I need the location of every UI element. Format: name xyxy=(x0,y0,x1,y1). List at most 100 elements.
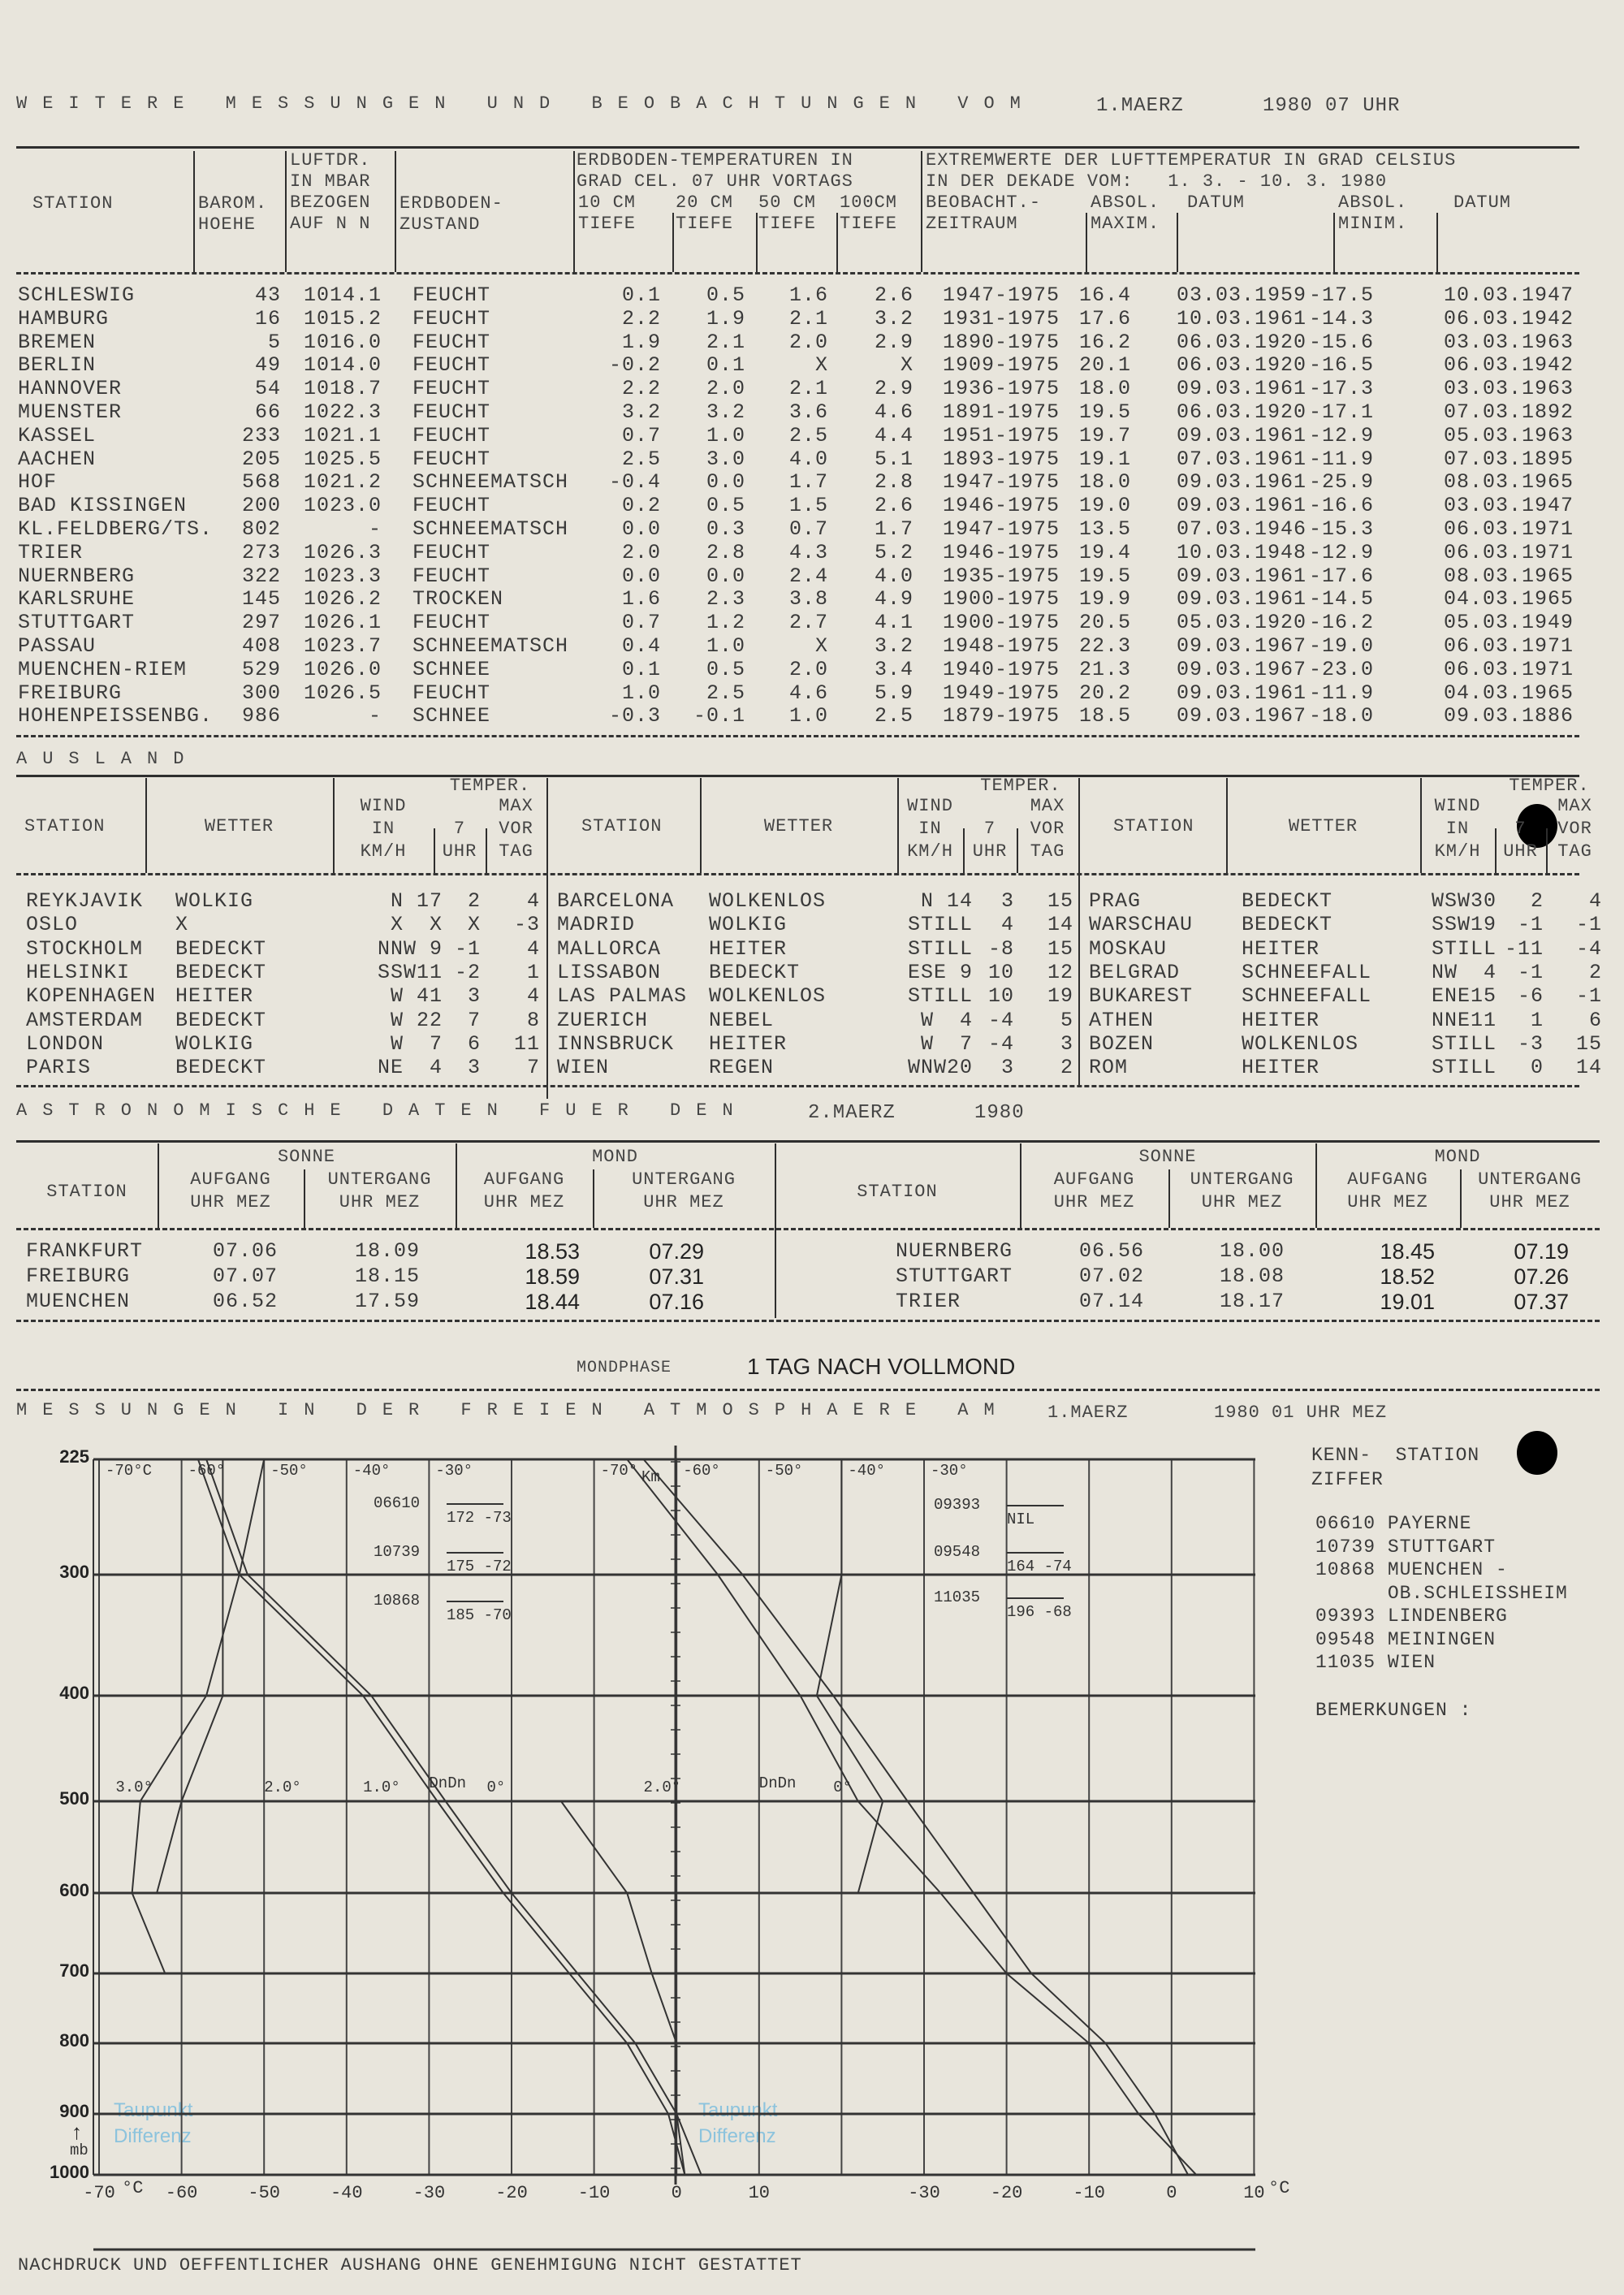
header-sonne: SONNE xyxy=(1138,1147,1197,1167)
table-cell: ESE 9 xyxy=(907,960,973,984)
header-7uhr: 7 xyxy=(1514,819,1527,839)
legend-station: OB.SCHLEISSHEIM xyxy=(1315,1582,1568,1604)
table-cell: 18.09 xyxy=(354,1239,420,1263)
table-cell: HEITER xyxy=(175,984,254,1009)
table-cell: W 7 xyxy=(390,1031,443,1056)
table-cell: 10.03.1948 xyxy=(1177,540,1307,564)
table-cell: WSW30 xyxy=(1431,889,1497,913)
table-cell: 322 xyxy=(241,564,281,588)
table-cell: -1 xyxy=(1517,960,1544,984)
station-name: NUERNBERG xyxy=(18,564,136,588)
top-temperature-label: -50° xyxy=(765,1462,803,1480)
column-divider xyxy=(1020,1143,1021,1228)
station-name: WIEN xyxy=(557,1056,610,1080)
header-zustand: ZUSTAND xyxy=(400,214,481,235)
group-divider xyxy=(546,778,548,1099)
header-mond: MOND xyxy=(592,1147,638,1167)
table-cell: 09.03.1961 xyxy=(1177,423,1307,447)
header-aufgang: AUFGANG xyxy=(190,1169,271,1190)
table-cell: SCHNEEFALL xyxy=(1242,984,1372,1009)
table-cell: 0.0 xyxy=(621,517,661,541)
station-name: BERLIN xyxy=(18,353,97,378)
table-cell: 4 xyxy=(1000,913,1014,937)
table-cell: STILL xyxy=(907,984,973,1009)
station-name: MUENCHEN xyxy=(26,1290,131,1313)
table-cell: 11 xyxy=(513,1031,540,1056)
punch-hole xyxy=(1517,804,1557,848)
table-cell: TROCKEN xyxy=(412,587,504,612)
dewpoint-difference-label: 1.0° xyxy=(363,1779,400,1796)
table-cell: 16.2 xyxy=(1078,330,1131,354)
table-cell: 06.03.1942 xyxy=(1444,353,1574,378)
header-max: VOR xyxy=(1030,819,1065,839)
table-cell: ENE15 xyxy=(1431,984,1497,1009)
header-datum: DATUM xyxy=(1453,192,1512,213)
table-cell: NW 4 xyxy=(1431,960,1497,984)
table-cell: HEITER xyxy=(1242,936,1320,961)
table-cell: 1949-1975 xyxy=(943,681,1060,705)
table-cell: FEUCHT xyxy=(412,564,491,588)
table-cell: HEITER xyxy=(709,1031,788,1056)
header-zeitraum: ZEITRAUM xyxy=(926,214,1018,234)
report-date: 1.MAERZ xyxy=(1096,95,1184,117)
table-cell: -17.6 xyxy=(1308,564,1374,588)
table-cell: 03.03.1959 xyxy=(1177,283,1307,307)
station-name: PASSAU xyxy=(18,634,97,658)
table-cell: 06.03.1971 xyxy=(1444,634,1574,658)
table-cell: WNW20 xyxy=(907,1056,973,1080)
temperature-tick-label: 0 xyxy=(671,2183,682,2203)
table-cell: 06.03.1971 xyxy=(1444,657,1574,681)
header-aufgang: UHR MEZ xyxy=(190,1192,271,1212)
station-name: STOCKHOLM xyxy=(26,936,144,961)
table-cell: FEUCHT xyxy=(412,540,491,564)
table-cell: 2.2 xyxy=(621,377,661,401)
sounding-profile-line xyxy=(626,1459,1198,2176)
station-name: AMSTERDAM xyxy=(26,1008,144,1032)
table-cell: SSW19 xyxy=(1431,913,1497,937)
sounding-profile-line xyxy=(205,1459,702,2176)
station-name: LISSABON xyxy=(557,960,662,984)
table-cell: 1 xyxy=(526,960,540,984)
station-name: MALLORCA xyxy=(557,936,662,961)
table-cell: 0.2 xyxy=(621,494,661,518)
tropopause-value: 175 -72 xyxy=(447,1558,512,1575)
remarks-label: BEMERKUNGEN : xyxy=(1315,1700,1472,1721)
header-max: VOR xyxy=(499,819,533,839)
header-wetter: WETTER xyxy=(763,816,834,836)
report-title: WEITERE MESSUNGEN UND BEOBACHTUNGEN VOM xyxy=(16,93,1036,114)
station-name: MUENCHEN-RIEM xyxy=(18,657,188,681)
column-divider xyxy=(573,151,575,272)
table-cell: 2.7 xyxy=(788,611,828,635)
table-cell: 529 xyxy=(241,657,281,681)
temperature-tick-label: -10 xyxy=(1073,2183,1105,2203)
column-divider xyxy=(486,828,487,873)
header-min: ABSOL. xyxy=(1338,192,1408,213)
tropopause-station-id: 10868 xyxy=(374,1592,421,1610)
table-cell: 2.1 xyxy=(706,330,745,354)
footer-notice: NACHDRUCK UND OEFFENTLICHER AUSHANG OHNE… xyxy=(18,2255,802,2276)
table-cell: -4 xyxy=(987,1031,1014,1056)
station-name: OSLO xyxy=(26,913,79,937)
table-cell: 08.03.1965 xyxy=(1444,470,1574,495)
header-7uhr: 7 xyxy=(453,819,466,839)
table-cell: 06.56 xyxy=(1078,1239,1144,1263)
table-cell: FEUCHT xyxy=(412,377,491,401)
header-station: STATION xyxy=(857,1182,938,1202)
table-cell: STILL xyxy=(907,913,973,937)
column-divider xyxy=(897,778,899,873)
column-divider xyxy=(1546,828,1548,873)
station-name: BARCELONA xyxy=(557,889,675,913)
table-cell: 19.5 xyxy=(1078,400,1131,424)
table-cell: 06.03.1920 xyxy=(1177,353,1307,378)
header-7uhr: UHR xyxy=(972,841,1008,862)
temperature-tick-label: 0 xyxy=(1166,2183,1177,2203)
header-dashed-rule xyxy=(16,272,1579,274)
section-title-aero: MESSUNGEN IN DER FREIEN ATMOSPHAERE AM xyxy=(16,1400,1010,1420)
table-cell: 1.0 xyxy=(788,704,828,728)
table-cell: 0.0 xyxy=(706,470,745,495)
table-cell: 19.0 xyxy=(1078,494,1131,518)
table-cell: 1014.0 xyxy=(303,353,382,378)
table-cell: 03.03.1963 xyxy=(1444,330,1574,354)
table-cell: 49 xyxy=(254,353,281,378)
table-cell: 18.15 xyxy=(354,1264,420,1288)
